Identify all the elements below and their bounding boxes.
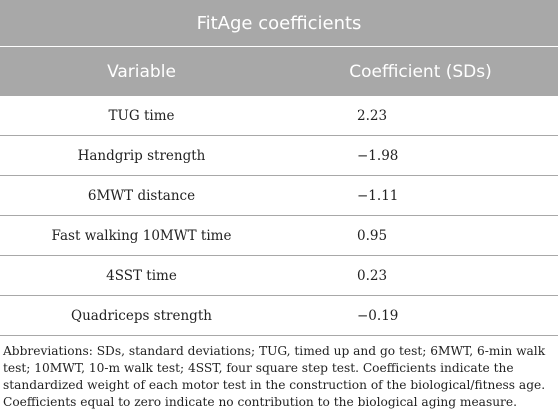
header-cell: Variable [107, 61, 176, 82]
footnote: Abbreviations: SDs, standard deviations;… [3, 344, 546, 409]
table-row: Handgrip strength −1.98 [0, 136, 558, 176]
table-row: 4SST time 0.23 [0, 256, 558, 296]
header-cell: Coefficient (SDs) [349, 61, 492, 82]
coefficient-cell: 2.23 [357, 107, 388, 124]
variable-cell: Handgrip strength [77, 147, 206, 164]
table-row: 6MWT distance −1.11 [0, 176, 558, 216]
coefficient-cell: −1.11 [357, 187, 399, 204]
coefficient-cell: −1.98 [357, 147, 399, 164]
coefficient-cell: −0.19 [357, 307, 399, 324]
coefficient-cell: 0.95 [357, 227, 388, 244]
coefficient-cell: 0.23 [357, 267, 388, 284]
header-row: Variable Coefficient (SDs) [0, 47, 558, 96]
table-row: Quadriceps strength −0.19 [0, 296, 558, 336]
variable-cell: 4SST time [106, 267, 177, 284]
variable-cell: TUG time [108, 107, 175, 124]
table-row: Fast walking 10MWT time 0.95 [0, 216, 558, 256]
variable-cell: Fast walking 10MWT time [51, 227, 232, 244]
table-title: FitAge coefficients [0, 0, 558, 47]
variable-cell: 6MWT distance [87, 187, 196, 204]
variable-cell: Quadriceps strength [71, 307, 212, 324]
table-body: TUG time 2.23 Handgrip strength −1.98 6MWT d… [0, 96, 558, 336]
table-row: TUG time 2.23 [0, 96, 558, 136]
